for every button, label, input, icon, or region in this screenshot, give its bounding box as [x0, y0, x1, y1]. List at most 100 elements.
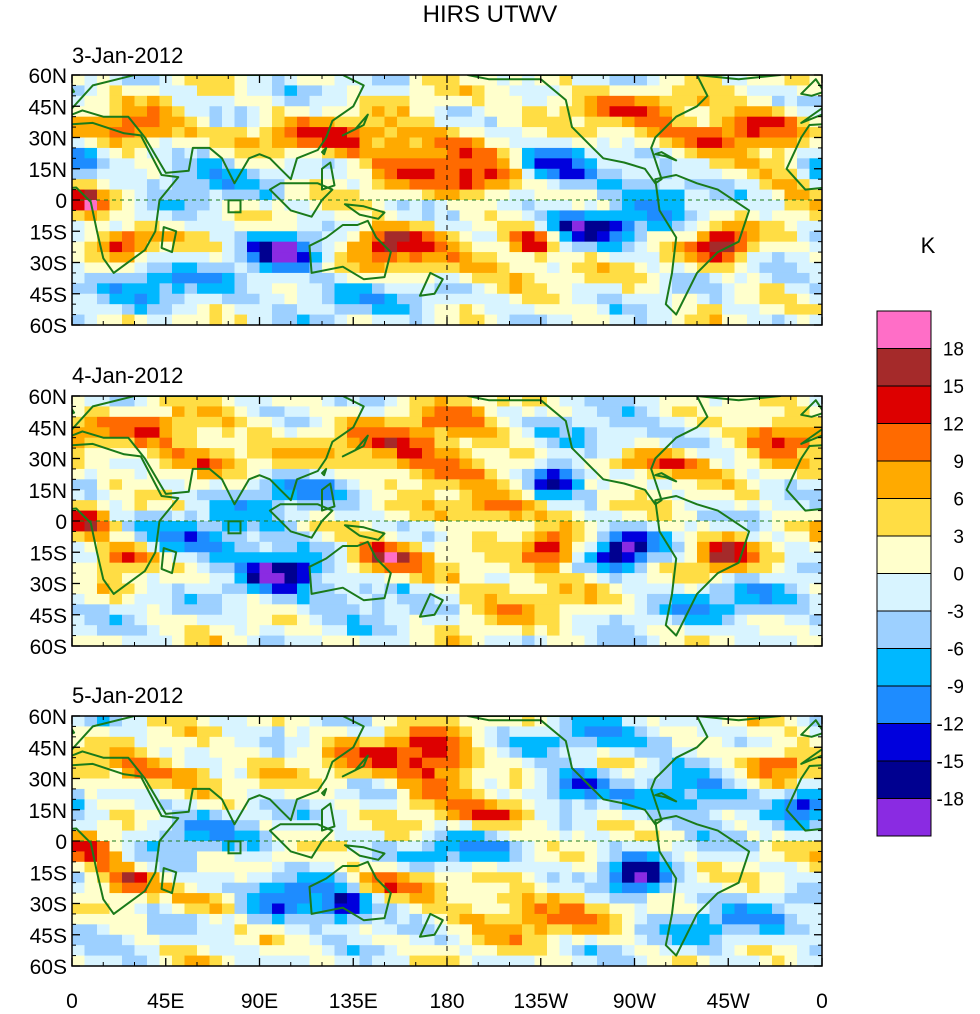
field-cell: [222, 583, 236, 595]
field-cell: [734, 716, 748, 728]
field-cell: [397, 893, 411, 905]
field-cell: [659, 872, 673, 884]
field-cell: [97, 778, 111, 790]
field-cell: [484, 768, 498, 780]
field-cell: [747, 562, 761, 574]
field-cell: [559, 583, 573, 595]
field-cell: [622, 427, 636, 439]
field-cell: [222, 283, 236, 295]
field-cell: [709, 788, 723, 800]
field-cell: [534, 768, 548, 780]
field-cell: [297, 448, 311, 460]
field-cell: [347, 625, 361, 637]
field-cell: [772, 458, 786, 470]
field-cell: [459, 448, 473, 460]
field-cell: [772, 562, 786, 574]
field-cell: [109, 893, 123, 905]
field-cell: [634, 809, 648, 821]
field-cell: [409, 189, 423, 201]
field-cell: [247, 593, 261, 605]
field-cell: [347, 747, 361, 759]
field-cell: [422, 716, 436, 728]
field-cell: [272, 147, 286, 159]
field-cell: [247, 510, 261, 522]
field-cell: [259, 304, 273, 316]
field-cell: [97, 241, 111, 253]
field-cell: [447, 768, 461, 780]
field-cell: [259, 231, 273, 243]
field-cell: [559, 293, 573, 305]
field-cell: [559, 820, 573, 832]
field-cell: [122, 75, 136, 87]
field-cell: [747, 945, 761, 957]
field-cell: [709, 220, 723, 232]
field-cell: [72, 635, 86, 646]
field-cell: [809, 562, 822, 574]
field-cell: [547, 924, 561, 936]
field-cell: [772, 168, 786, 180]
field-cell: [697, 85, 711, 97]
field-cell: [534, 521, 548, 533]
field-cell: [72, 458, 86, 470]
field-cell: [222, 593, 236, 605]
field-cell: [647, 510, 661, 522]
field-cell: [659, 788, 673, 800]
field-cell: [622, 116, 636, 128]
field-cell: [522, 583, 536, 595]
field-cell: [172, 396, 186, 408]
field-cell: [172, 583, 186, 595]
field-cell: [697, 189, 711, 201]
field-cell: [97, 635, 111, 646]
field-cell: [484, 106, 498, 118]
field-cell: [422, 955, 436, 966]
field-cell: [397, 210, 411, 222]
field-cell: [472, 95, 486, 107]
field-cell: [559, 778, 573, 790]
field-cell: [259, 531, 273, 543]
field-cell: [272, 468, 286, 480]
field-cell: [672, 583, 686, 595]
field-cell: [234, 396, 248, 408]
field-cell: [534, 531, 548, 543]
field-cell: [759, 736, 773, 748]
field-cell: [747, 882, 761, 894]
field-cell: [634, 861, 648, 873]
field-cell: [747, 95, 761, 107]
field-cell: [347, 210, 361, 222]
field-cell: [484, 489, 498, 501]
field-cell: [772, 716, 786, 728]
field-cell: [247, 716, 261, 728]
field-cell: [434, 799, 448, 811]
coastline: [72, 407, 76, 415]
field-cell: [659, 851, 673, 863]
field-cell: [422, 552, 436, 564]
field-cell: [584, 913, 598, 925]
field-cell: [422, 757, 436, 769]
field-cell: [622, 489, 636, 501]
field-cell: [309, 604, 323, 616]
field-cell: [697, 168, 711, 180]
field-cell: [659, 799, 673, 811]
field-cell: [109, 841, 123, 853]
field-cell: [272, 757, 286, 769]
field-cell: [609, 95, 623, 107]
field-cell: [222, 934, 236, 946]
field-cell: [147, 562, 161, 574]
field-cell: [122, 416, 136, 428]
field-cell: [159, 614, 173, 626]
field-cell: [697, 231, 711, 243]
field-cell: [709, 448, 723, 460]
field-cell: [747, 809, 761, 821]
field-cell: [84, 468, 98, 480]
field-cell: [684, 820, 698, 832]
field-cell: [559, 716, 573, 728]
field-cell: [597, 778, 611, 790]
field-cell: [134, 903, 148, 915]
field-cell: [197, 262, 211, 274]
field-cell: [109, 614, 123, 626]
field-cell: [409, 955, 423, 966]
colorbar-swatch: [876, 423, 932, 462]
field-cell: [434, 468, 448, 480]
field-cell: [347, 531, 361, 543]
field-cell: [384, 283, 398, 295]
